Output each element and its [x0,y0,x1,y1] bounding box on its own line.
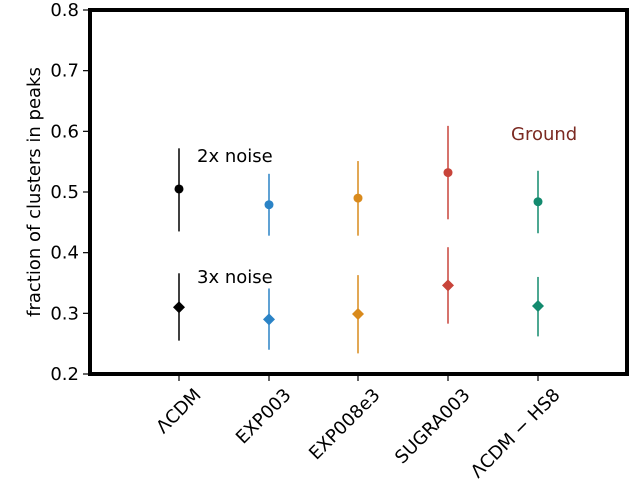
point-3x-noise-4 [532,300,544,313]
point-3x-noise-2 [352,307,364,320]
annotation-ground: Ground [511,124,577,145]
plot-frame [88,8,629,376]
point-2x-noise-2 [353,193,363,203]
point-2x-noise-4 [533,197,543,207]
annotation-3x-noise: 3x noise [197,267,273,288]
x-tick-label-4: ΛCDM − HS8 [467,385,565,480]
point-2x-noise-1 [264,200,274,210]
annotation-2x-noise: 2x noise [197,146,273,167]
point-3x-noise-1 [263,313,275,326]
annotation-layer: 2x noise 3x noise Ground [197,124,577,288]
y-tick-label-1: 0.3 [50,303,79,324]
x-tick-label-3: SUGRA003 [391,385,474,468]
point-2x-noise-0 [174,184,184,194]
y-tick-label-2: 0.4 [50,243,79,264]
y-tick-label-4: 0.6 [50,121,79,142]
x-tick-label-2: EXP008e3 [305,385,385,465]
y-axis-label: fraction of clusters in peaks [24,67,45,317]
point-3x-noise-3 [442,279,454,292]
point-2x-noise-3 [443,168,453,178]
tick-layer: 0.2 0.3 0.4 0.5 0.6 0.7 0.8 ΛCDM EXP003 EXP008e3 S… [50,0,564,480]
y-tick-label-3: 0.5 [50,182,79,203]
x-tick-label-0: ΛCDM [152,385,205,438]
data-layer [173,125,544,354]
y-tick-label-0: 0.2 [50,364,79,385]
x-tick-label-1: EXP003 [232,385,296,449]
y-tick-label-6: 0.8 [50,0,79,21]
point-3x-noise-0 [173,301,185,314]
y-tick-label-5: 0.7 [50,61,79,82]
